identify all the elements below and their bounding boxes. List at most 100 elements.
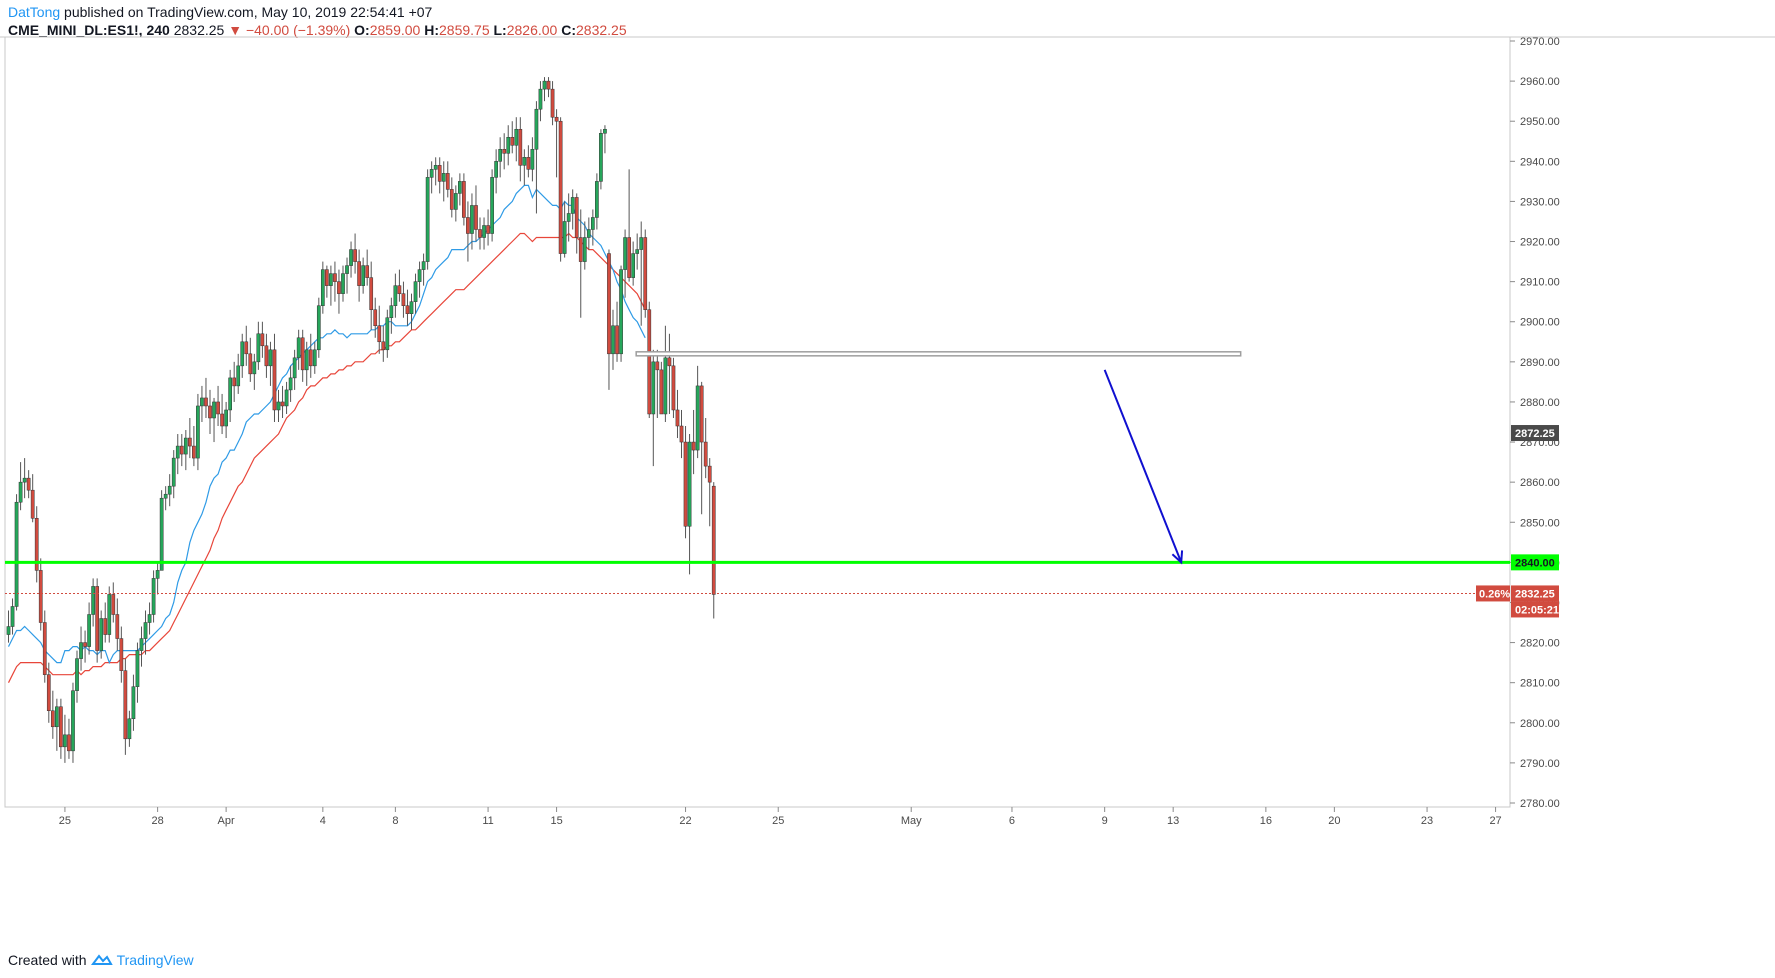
candle-body [522,157,527,166]
candle-up [256,321,261,370]
candle-body [30,489,35,519]
candle-up [433,157,438,186]
candle-body [135,650,140,687]
candle-down [478,217,482,250]
candle-up [425,169,430,270]
candle-down [643,229,648,318]
candle-up [695,365,700,459]
candle-up [506,125,511,166]
candle-down [691,409,696,475]
x-tick-label: 16 [1260,815,1272,827]
candle-down [260,321,265,358]
candle-down [437,157,442,194]
low-label: L: [493,22,507,38]
candle-up [171,450,176,499]
candle-up [341,265,345,302]
tradingview-logo-icon [90,954,113,965]
candle-body [216,401,220,415]
candle-up [595,173,599,230]
candle-body [615,325,619,355]
candle-body [389,305,394,318]
created-with-text: Created with [8,952,87,968]
candle-body [486,225,490,234]
candle-body [316,305,321,351]
candle-body [204,397,208,407]
candle-body [619,269,623,355]
candle-up [75,650,79,703]
candle-body [595,181,599,218]
candle-up [417,261,422,298]
candle-body [437,165,442,182]
trend-arrow-line [1103,369,1183,563]
candle-up [236,353,241,394]
candle-down [486,209,490,246]
candle-body [264,345,269,367]
candle-down [369,261,374,330]
candle-body [373,309,378,327]
candle-down [574,193,579,254]
x-tick-label: 23 [1421,815,1433,827]
candle-body [333,273,337,282]
candle-down [308,333,313,378]
support-price-label-bg [1511,554,1559,571]
candle-body [586,229,591,238]
y-tick-label: 2790.00 [1520,758,1560,770]
candle-body [518,128,523,166]
candle-body [631,253,635,278]
candle-up [14,494,19,611]
candle-down [119,626,124,683]
trend-arrow-head [1171,550,1184,565]
candle-body [292,357,297,379]
candle-body [91,586,95,615]
candle-body [71,690,75,752]
candle-down [655,349,660,418]
candle-up [131,674,136,731]
candle-up [538,81,543,122]
candle-body [79,642,83,659]
candle-up [458,173,462,206]
candle-body [22,477,27,483]
candle-body [192,445,196,459]
candle-down [397,269,402,302]
candle-up [183,430,188,471]
x-tick-label: 4 [320,815,326,827]
candle-down [526,145,531,178]
candle-down [615,301,619,362]
y-tick-label: 2880.00 [1520,397,1560,409]
candle-body [357,261,361,286]
candle-up [329,265,333,306]
open-value: 2859.00 [369,22,421,38]
candle-down [264,333,269,378]
x-tick-label: 22 [679,815,691,827]
candle-body [59,706,63,748]
candle-body [405,305,410,314]
candle-up [361,257,365,294]
candle-down [34,506,39,583]
candle-body [329,273,333,286]
candle-body [675,409,680,427]
candle-body [308,349,313,367]
candle-body [248,353,253,375]
candle-body [103,618,108,635]
candle-body [599,133,603,182]
candle-body [703,441,708,467]
candle-up [63,714,67,763]
tradingview-brand[interactable]: TradingView [116,952,194,968]
y-tick-label: 2900.00 [1520,317,1560,329]
publisher-name[interactable]: DatTong [8,4,61,20]
y-tick-label: 2950.00 [1520,116,1560,128]
candle-body [272,349,277,411]
candle-down [46,662,51,723]
percent-label-bg [1476,585,1510,602]
candle-down [659,361,664,415]
candle-down [59,698,63,759]
candle-up [514,117,519,162]
y-tick-label: 2970.00 [1520,36,1560,48]
candle-body [143,622,148,639]
candle-down [405,289,410,326]
candle-body [591,217,595,230]
last-price-label: 2832.25 [1515,588,1555,600]
candle-up [562,201,567,258]
candle-body [179,445,184,455]
